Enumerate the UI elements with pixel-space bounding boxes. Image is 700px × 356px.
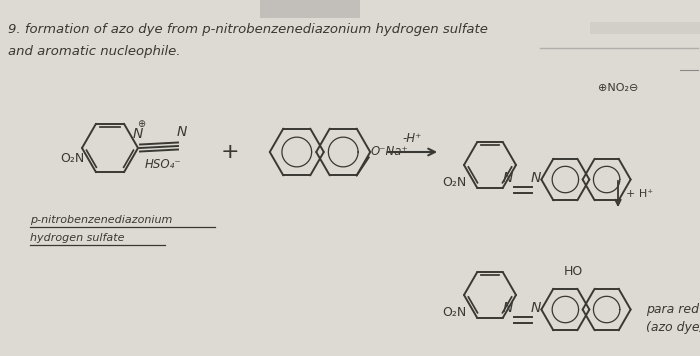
- Bar: [590, 22, 700, 34]
- Text: N: N: [503, 300, 513, 314]
- Text: +: +: [220, 142, 239, 162]
- Text: 9. formation of azo dye from p-nitrobenzenediazonium hydrogen sulfate: 9. formation of azo dye from p-nitrobenz…: [8, 23, 488, 37]
- Text: + H⁺: + H⁺: [626, 189, 653, 199]
- Text: N: N: [503, 171, 513, 184]
- Text: N: N: [177, 125, 187, 139]
- Text: HSO₄⁻: HSO₄⁻: [145, 157, 181, 171]
- Text: ⊕NO₂⊖: ⊕NO₂⊖: [598, 83, 638, 93]
- Text: -H⁺: -H⁺: [402, 131, 422, 145]
- Text: hydrogen sulfate: hydrogen sulfate: [30, 233, 125, 243]
- Text: (azo dye): (azo dye): [646, 321, 700, 335]
- Text: O₂N: O₂N: [60, 152, 84, 164]
- Text: N: N: [531, 171, 541, 184]
- Text: O₂N: O₂N: [442, 307, 466, 319]
- Text: N: N: [531, 300, 541, 314]
- Text: para red: para red: [646, 304, 699, 316]
- Text: and aromatic nucleophile.: and aromatic nucleophile.: [8, 46, 181, 58]
- Text: N: N: [133, 127, 144, 141]
- Text: HO: HO: [564, 265, 583, 278]
- Text: ⊕: ⊕: [137, 119, 145, 129]
- Text: p-nitrobenzenediazonium: p-nitrobenzenediazonium: [30, 215, 172, 225]
- Text: O₂N: O₂N: [442, 177, 466, 189]
- Text: O⁻Na⁺: O⁻Na⁺: [371, 145, 409, 158]
- Bar: [260, 0, 360, 18]
